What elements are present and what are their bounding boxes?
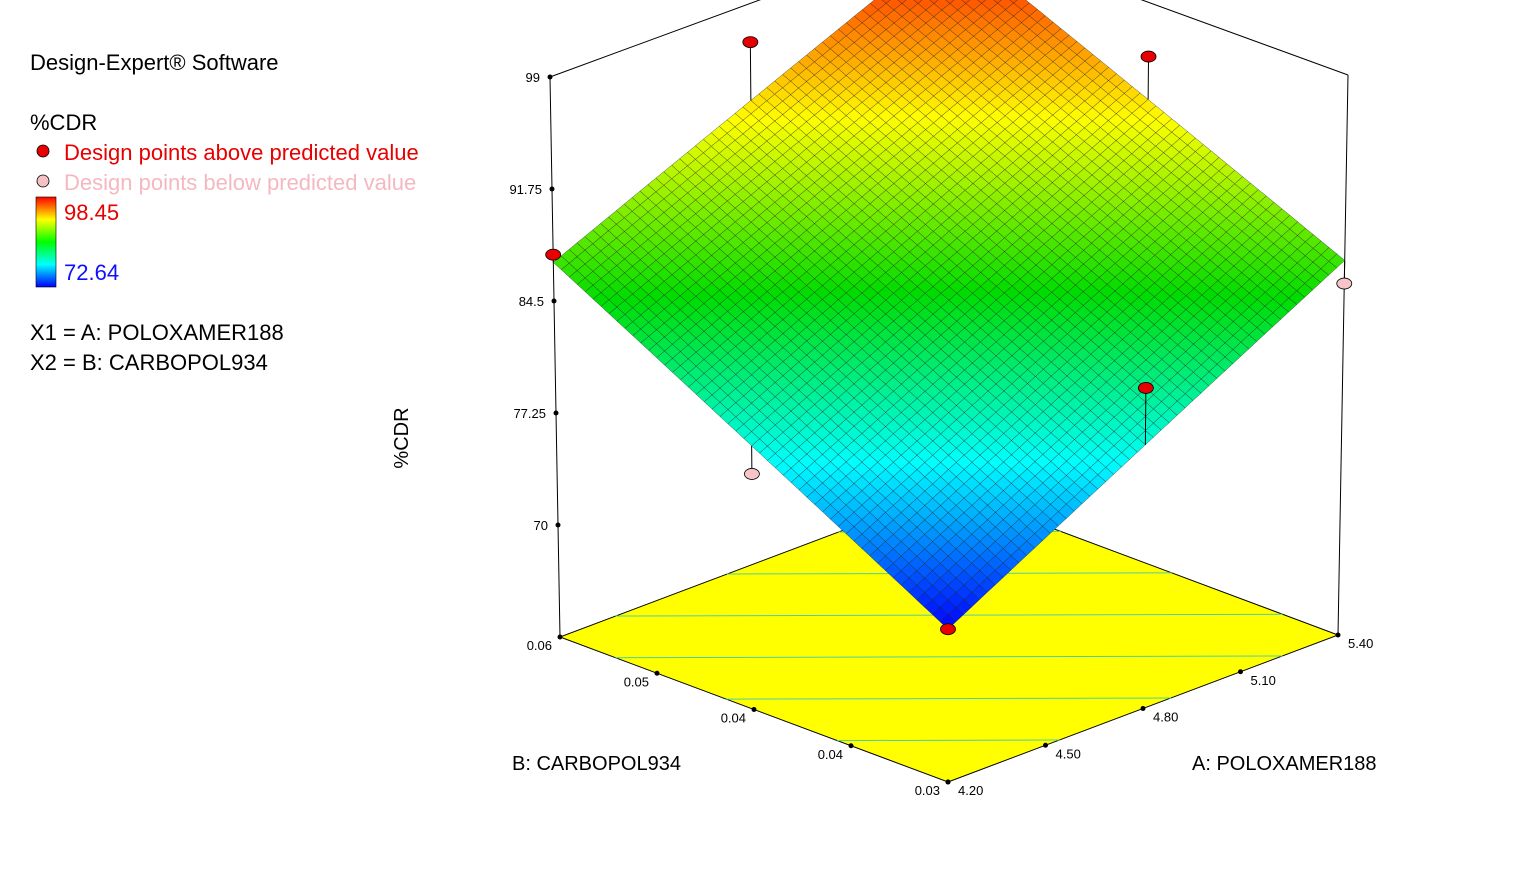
surface-cell [977, 0, 987, 4]
z-tick-mark [553, 410, 559, 416]
b-tick-mark [557, 634, 563, 640]
b-tick-mark [751, 707, 757, 712]
box-top-edge [1140, 0, 1349, 76]
box-top-edge [549, 0, 761, 78]
design-point [1140, 50, 1157, 63]
a-tick-label: 4.80 [1153, 710, 1178, 725]
a-tick-mark [945, 779, 951, 785]
factor-x2: X2 = B: CARBOPOL934 [30, 350, 268, 375]
z-tick-mark [551, 298, 557, 304]
z-axis-label: %CDR [391, 407, 413, 468]
design-point [940, 623, 956, 636]
surface-cell [929, 0, 939, 4]
surface-cell [993, 0, 1002, 4]
legend-above-label: Design points above predicted value [64, 140, 419, 165]
design-point [545, 248, 562, 261]
box-vertical-edge [1337, 74, 1349, 636]
design-point-stem [749, 42, 752, 101]
a-tick-mark [1140, 706, 1146, 711]
design-point [742, 36, 759, 49]
a-tick-label: 4.20 [958, 783, 983, 798]
design-point-stem [1144, 387, 1147, 445]
surface-cell [913, 0, 923, 4]
surface-cell [881, 0, 891, 4]
legend-below-marker [36, 174, 50, 188]
legend-above-marker [36, 144, 50, 158]
z-tick-mark [549, 186, 555, 192]
b-tick-label: 0.03 [915, 783, 940, 798]
a-tick-mark [1043, 742, 1048, 748]
surface-cell [945, 0, 955, 4]
surface-cell [1009, 0, 1018, 4]
design-point [743, 468, 760, 480]
box-vertical-edge [549, 76, 561, 638]
z-tick-label: 70 [534, 518, 548, 533]
z-tick-mark [547, 74, 553, 80]
response-name: %CDR [30, 110, 97, 135]
z-tick-label: 84.5 [519, 294, 544, 309]
a-tick-label: 4.50 [1056, 746, 1081, 761]
b-tick-mark [848, 743, 854, 749]
b-tick-label: 0.04 [721, 711, 746, 726]
b-tick-label: 0.04 [818, 747, 843, 762]
floor-contour-line [837, 739, 1060, 742]
z-tick-label: 99 [526, 70, 540, 85]
a-tick-mark [1335, 632, 1341, 638]
software-title: Design-Expert® Software [30, 50, 279, 75]
scale-max-label: 98.45 [64, 200, 119, 225]
a-tick-mark [1238, 669, 1243, 675]
b-tick-label: 0.06 [527, 638, 552, 653]
surface-cell [897, 0, 907, 4]
design-point [1137, 382, 1154, 394]
response-surface [553, 0, 1345, 630]
b-tick-label: 0.05 [624, 674, 649, 689]
a-axis-title: A: POLOXAMER188 [1192, 753, 1377, 775]
floor-contour-line [726, 697, 1171, 700]
a-tick-label: 5.10 [1251, 673, 1276, 688]
b-axis-title: B: CARBOPOL934 [512, 753, 681, 775]
design-point [1336, 277, 1353, 290]
z-tick-label: 91.75 [509, 182, 542, 197]
floor-contour-line [615, 655, 1283, 659]
color-scale-bar [35, 196, 57, 288]
factor-x1: X1 = A: POLOXAMER188 [30, 320, 284, 345]
b-tick-mark [654, 670, 660, 676]
scale-min-label: 72.64 [64, 260, 119, 285]
surface-cell [961, 0, 971, 4]
legend-below-label: Design points below predicted value [64, 170, 416, 195]
a-tick-label: 5.40 [1348, 636, 1373, 651]
z-tick-mark [555, 522, 561, 528]
z-tick-label: 77.25 [513, 406, 546, 421]
